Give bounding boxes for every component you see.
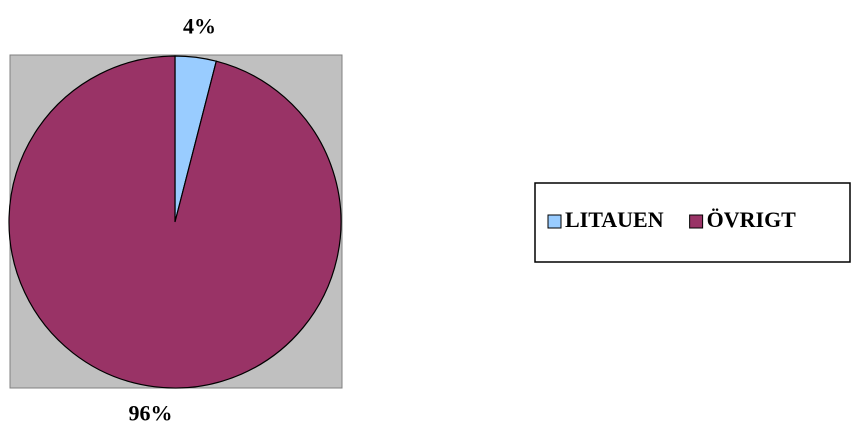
legend-label: ÖVRIGT — [707, 207, 797, 232]
legend-swatch — [547, 214, 562, 229]
data-label: 96% — [129, 401, 173, 426]
data-label: 4% — [183, 14, 216, 39]
legend-label: LITAUEN — [565, 207, 664, 232]
legend-swatch — [689, 214, 704, 229]
pie-slice — [8, 55, 342, 389]
